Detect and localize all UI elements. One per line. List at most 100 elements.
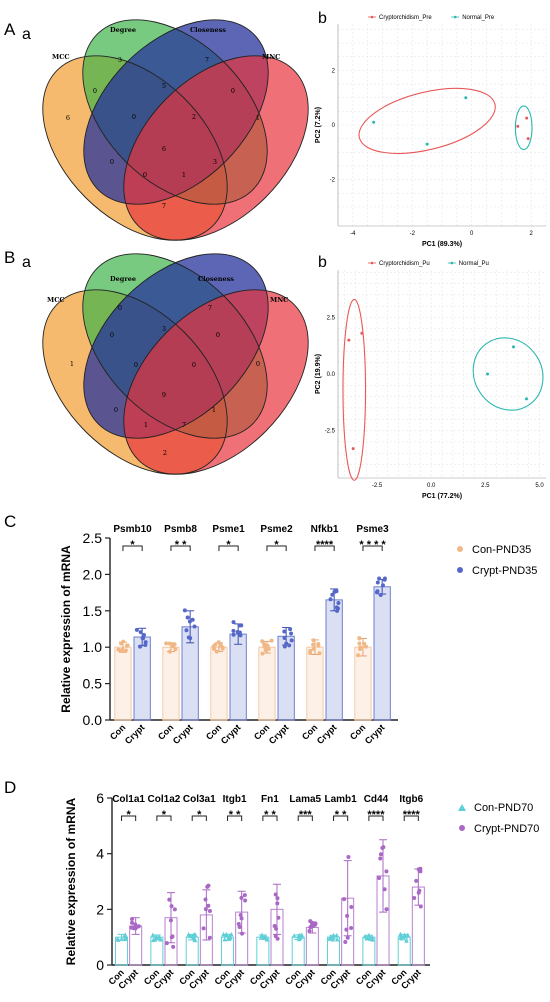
venn-a-closeness-mnc: 0 <box>231 87 235 95</box>
data-point <box>311 924 316 929</box>
data-point <box>525 116 529 120</box>
significance-bracket <box>403 815 419 821</box>
x-axis-title: PC1 (77.2%) <box>422 493 462 500</box>
data-point <box>239 916 244 921</box>
data-point <box>193 932 198 937</box>
data-point <box>231 628 236 633</box>
data-point <box>343 940 348 945</box>
data-point <box>214 649 219 654</box>
data-point <box>384 869 389 874</box>
data-point <box>297 935 302 941</box>
data-point <box>203 897 208 902</box>
x-category-label: Crypt <box>293 967 317 991</box>
data-point <box>374 590 379 595</box>
data-point <box>357 636 362 641</box>
data-point <box>335 937 340 942</box>
data-point <box>275 896 280 901</box>
legend-label: Cryptorchidism_Pu <box>379 261 430 267</box>
significance-marker: * * <box>335 809 347 821</box>
data-point <box>375 589 380 594</box>
data-point <box>130 916 135 921</box>
gene-label: Psmb10 <box>113 524 152 535</box>
significance-marker: **** <box>403 809 421 821</box>
legend-label: Normal_Pre <box>462 15 495 21</box>
bar <box>235 911 249 966</box>
data-point <box>377 576 382 581</box>
venn-b-closeness-mnc: 0 <box>216 331 220 339</box>
gene-label: Psme1 <box>212 524 245 535</box>
data-point <box>380 583 385 588</box>
bar <box>150 936 164 966</box>
gene-label: Psme2 <box>260 524 293 535</box>
x-category-label: Crypt <box>315 722 339 746</box>
significance-marker: * <box>130 539 135 551</box>
data-point <box>260 934 266 939</box>
venn-a-degree-only: 3 <box>118 56 122 64</box>
legend-marker <box>458 804 466 811</box>
significance-bracket <box>314 545 335 551</box>
data-point <box>331 932 336 938</box>
x-category-label: Crypt <box>328 967 352 991</box>
significance-bracket <box>156 815 172 821</box>
data-point <box>172 907 177 912</box>
data-point <box>382 576 387 581</box>
data-point <box>190 617 195 622</box>
data-point <box>398 935 403 940</box>
data-point <box>378 856 383 861</box>
data-point <box>130 920 135 925</box>
venn-a-label-mcc: MCC <box>52 53 70 61</box>
x-category-label: Crypt <box>222 967 246 991</box>
data-point <box>140 636 145 641</box>
data-point <box>227 933 232 938</box>
data-point <box>207 935 212 940</box>
data-point <box>328 597 333 602</box>
confidence-ellipse <box>358 87 496 154</box>
venn-a-mnc-only: 1 <box>256 114 260 122</box>
bar <box>210 646 228 721</box>
x-category-label: Crypt <box>171 722 195 746</box>
y-tick-label: -2 <box>330 178 336 184</box>
data-point <box>382 887 387 892</box>
legend-marker-dot <box>370 15 374 19</box>
gene-label: Lamb1 <box>324 794 357 805</box>
x-tick-label: 2.5 <box>481 483 490 489</box>
venn-b-label-degree: Degree <box>110 275 136 283</box>
bar <box>162 646 180 721</box>
significance-bracket <box>266 545 287 551</box>
x-tick-label: -2 <box>410 231 416 237</box>
data-point <box>358 647 363 652</box>
gene-label: Cd44 <box>364 794 389 805</box>
data-point <box>235 630 240 635</box>
legend-label: Crypt-PND35 <box>472 565 537 577</box>
significance-marker: * <box>197 809 202 821</box>
legend-label: Con-PND35 <box>472 544 531 556</box>
y-axis-title: PC2 (19.9%) <box>315 354 322 394</box>
venn-a-mcc-degree-mnc: 0 <box>143 171 147 179</box>
data-point <box>192 937 197 942</box>
data-point <box>335 608 340 613</box>
data-point <box>264 937 269 942</box>
venn-a-all: 6 <box>162 145 166 153</box>
venn-b-mcc-degree: 0 <box>110 331 114 339</box>
gene-label: Fn1 <box>261 794 279 805</box>
data-point <box>151 937 156 943</box>
data-point <box>231 620 236 625</box>
panel-letter-a-b: b <box>318 10 327 27</box>
data-point <box>370 937 375 942</box>
data-point <box>273 934 278 939</box>
legend-label: Crypt-PND70 <box>474 823 539 835</box>
panel-letter-d: D <box>4 778 17 797</box>
data-point <box>356 653 361 658</box>
data-point <box>399 934 405 939</box>
data-point <box>242 893 247 898</box>
significance-marker: * * <box>264 809 276 821</box>
venn-a-mcc-degree-closeness: 0 <box>132 113 136 121</box>
legend-marker-dot <box>450 261 454 265</box>
y-tick-label: 0.5 <box>83 676 103 692</box>
bar <box>291 936 305 966</box>
x-tick-label: 5.0 <box>535 483 544 489</box>
data-point <box>288 627 293 632</box>
data-point <box>308 919 313 924</box>
data-point <box>154 935 160 941</box>
data-point <box>375 580 380 585</box>
